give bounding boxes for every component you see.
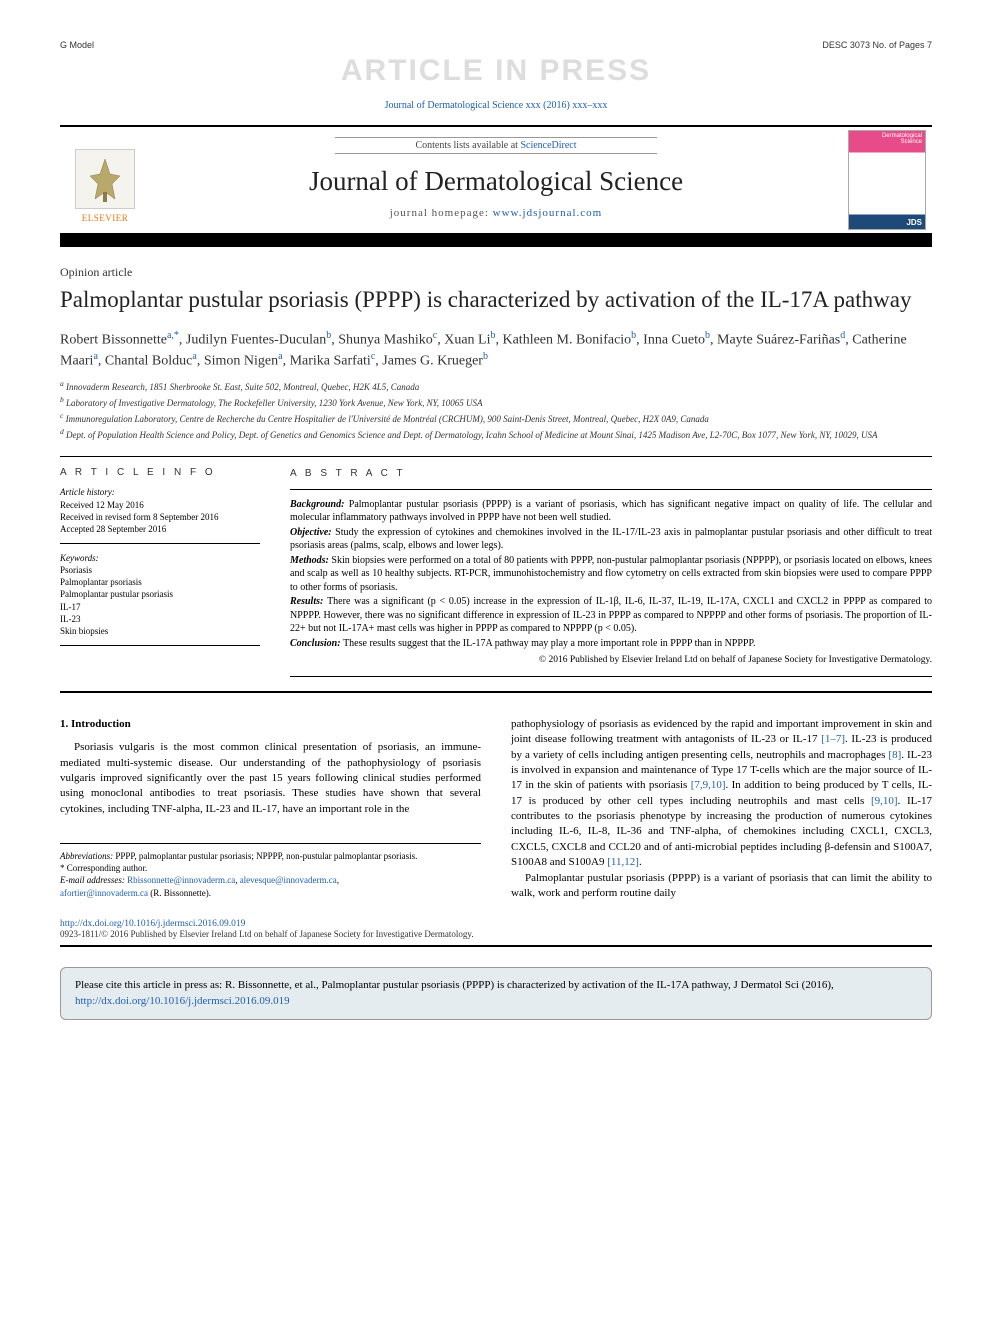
author-list: Robert Bissonnettea,*, Judilyn Fuentes-D… — [60, 329, 932, 372]
abstract-copyright: © 2016 Published by Elsevier Ireland Ltd… — [290, 654, 932, 667]
affiliation-c: c Immunoregulation Laboratory, Centre de… — [60, 411, 932, 426]
history-line: Received 12 May 2016 — [60, 499, 260, 511]
citation-header: Journal of Dermatological Science xxx (2… — [60, 100, 932, 111]
email-addresses-line: E-mail addresses: Rbissonnette@innovader… — [60, 874, 481, 898]
article-history-block: Article history: Received 12 May 2016Rec… — [60, 486, 260, 544]
history-line: Accepted 28 September 2016 — [60, 523, 260, 535]
abstract-label: A B S T R A C T — [290, 467, 932, 481]
sciencedirect-link[interactable]: ScienceDirect — [520, 140, 576, 151]
email-link-3[interactable]: afortier@innovaderm.ca — [60, 888, 148, 898]
masthead-center: Contents lists available at ScienceDirec… — [150, 127, 842, 233]
journal-cover-thumbnail — [848, 130, 926, 230]
affiliation-a: a Innovaderm Research, 1851 Sherbrooke S… — [60, 379, 932, 394]
history-line: Received in revised form 8 September 201… — [60, 511, 260, 523]
keywords-block: Keywords: PsoriasisPalmoplantar psoriasi… — [60, 552, 260, 646]
keywords-label: Keywords: — [60, 552, 260, 564]
cover-thumbnail-block — [842, 127, 932, 233]
footnotes-block: Abbreviations: PPPP, palmoplantar pustul… — [60, 843, 481, 899]
copyright-footer: 0923-1811/© 2016 Published by Elsevier I… — [60, 929, 932, 947]
keyword: Palmoplantar psoriasis — [60, 576, 260, 588]
body-columns: 1. Introduction Psoriasis vulgaris is th… — [60, 717, 932, 902]
elsevier-label: ELSEVIER — [82, 213, 129, 223]
keyword: IL-17 — [60, 601, 260, 613]
intro-para-1: Psoriasis vulgaris is the most common cl… — [60, 740, 481, 817]
keyword: IL-23 — [60, 613, 260, 625]
email-link-1[interactable]: Rbissonnette@innovaderm.ca — [127, 875, 235, 885]
citation-box-doi-link[interactable]: http://dx.doi.org/10.1016/j.jdermsci.201… — [75, 995, 290, 1007]
rule-midpage — [60, 691, 932, 693]
journal-name: Journal of Dermatological Science — [150, 166, 842, 197]
ref-7-9-10[interactable]: [7,9,10] — [691, 779, 726, 791]
journal-masthead: ELSEVIER Contents lists available at Sci… — [60, 127, 932, 233]
abstract-conclusion: Conclusion: These results suggest that t… — [290, 637, 932, 651]
affiliation-list: a Innovaderm Research, 1851 Sherbrooke S… — [60, 379, 932, 442]
abbreviations-line: Abbreviations: PPPP, palmoplantar pustul… — [60, 850, 481, 862]
body-col-left: 1. Introduction Psoriasis vulgaris is th… — [60, 717, 481, 902]
article-type: Opinion article — [60, 265, 932, 280]
keyword: Skin biopsies — [60, 625, 260, 637]
intro-heading: 1. Introduction — [60, 717, 481, 732]
corresponding-author-line: * Corresponding author. — [60, 862, 481, 874]
keyword: Palmoplantar pustular psoriasis — [60, 588, 260, 600]
info-abstract-row: A R T I C L E I N F O Article history: R… — [60, 456, 932, 677]
gmodel-right: DESC 3073 No. of Pages 7 — [822, 40, 932, 50]
article-in-press-watermark: ARTICLE IN PRESS — [60, 54, 932, 88]
intro-para-1-continued: pathophysiology of psoriasis as evidence… — [511, 717, 932, 871]
article-info-column: A R T I C L E I N F O Article history: R… — [60, 457, 260, 677]
gmodel-header: G Model DESC 3073 No. of Pages 7 — [60, 40, 932, 50]
citation-box: Please cite this article in press as: R.… — [60, 967, 932, 1020]
doi-line: http://dx.doi.org/10.1016/j.jdermsci.201… — [60, 919, 932, 929]
affiliation-d: d Dept. of Population Health Science and… — [60, 427, 932, 442]
article-info-label: A R T I C L E I N F O — [60, 467, 260, 478]
article-title: Palmoplantar pustular psoriasis (PPPP) i… — [60, 286, 932, 315]
ref-8[interactable]: [8] — [888, 749, 901, 761]
journal-homepage-line: journal homepage: www.jdsjournal.com — [150, 207, 842, 219]
article-history-label: Article history: — [60, 486, 260, 498]
abstract-results: Results: There was a significant (p < 0.… — [290, 595, 932, 636]
ref-1-7[interactable]: [1–7] — [821, 733, 845, 745]
abstract-background: Background: Palmoplantar pustular psoria… — [290, 498, 932, 525]
elsevier-logo-block: ELSEVIER — [60, 127, 150, 233]
body-col-right: pathophysiology of psoriasis as evidence… — [511, 717, 932, 902]
email-link-2[interactable]: alevesque@innovaderm.ca — [240, 875, 337, 885]
journal-homepage-link[interactable]: www.jdsjournal.com — [493, 207, 603, 219]
intro-para-2: Palmoplantar pustular psoriasis (PPPP) i… — [511, 871, 932, 902]
ref-9-10[interactable]: [9,10] — [871, 795, 898, 807]
abstract-methods: Methods: Skin biopsies were performed on… — [290, 554, 932, 595]
abstract-column: A B S T R A C T Background: Palmoplantar… — [290, 457, 932, 677]
keyword: Psoriasis — [60, 564, 260, 576]
contents-available-line: Contents lists available at ScienceDirec… — [335, 137, 656, 154]
ref-11-12[interactable]: [11,12] — [607, 856, 639, 868]
gmodel-left: G Model — [60, 40, 94, 50]
rule-thick — [60, 233, 932, 247]
doi-link[interactable]: http://dx.doi.org/10.1016/j.jdermsci.201… — [60, 919, 245, 929]
abstract-objective: Objective: Study the expression of cytok… — [290, 526, 932, 553]
elsevier-tree-icon — [75, 149, 135, 209]
affiliation-b: b Laboratory of Investigative Dermatolog… — [60, 395, 932, 410]
